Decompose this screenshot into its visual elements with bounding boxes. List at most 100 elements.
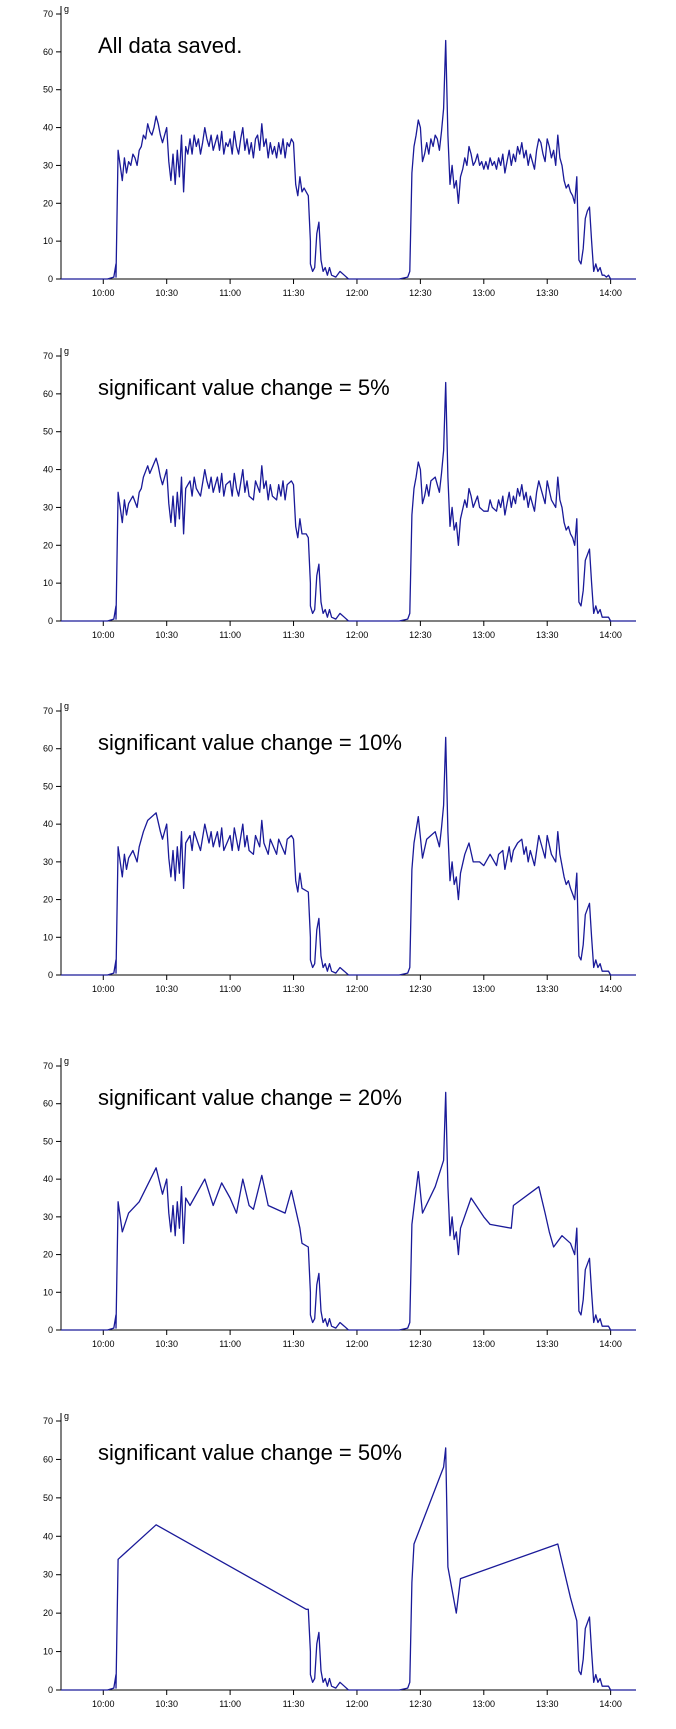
y-tick-label: 70: [43, 1061, 53, 1071]
y-tick-label: 10: [43, 1647, 53, 1657]
x-tick-label: 11:00: [219, 288, 241, 298]
x-tick-label: 11:00: [219, 984, 241, 994]
x-tick-label: 13:00: [473, 984, 496, 994]
y-tick-label: 50: [43, 427, 53, 437]
y-tick-label: 70: [43, 9, 53, 19]
x-tick-label: 11:30: [283, 1699, 305, 1709]
x-tick-label: 14:00: [599, 1339, 622, 1349]
x-tick-label: 12:00: [346, 288, 369, 298]
chart-title: significant value change = 50%: [98, 1440, 402, 1465]
x-tick-label: 12:00: [346, 1339, 369, 1349]
y-tick-label: 30: [43, 857, 53, 867]
y-tick-label: 60: [43, 47, 53, 57]
x-tick-label: 11:30: [283, 288, 305, 298]
x-tick-label: 12:00: [346, 1699, 369, 1709]
y-tick-label: 60: [43, 389, 53, 399]
y-tick-label: 10: [43, 578, 53, 588]
x-tick-label: 14:00: [599, 1699, 622, 1709]
x-tick-label: 13:30: [536, 288, 559, 298]
x-tick-label: 13:00: [473, 288, 496, 298]
x-tick-label: 10:30: [155, 288, 178, 298]
y-tick-label: 0: [48, 274, 53, 284]
x-tick-label: 13:00: [473, 1699, 496, 1709]
y-tick-label: 70: [43, 351, 53, 361]
x-tick-label: 12:30: [409, 1339, 432, 1349]
y-tick-label: 40: [43, 465, 53, 475]
x-tick-label: 13:00: [473, 1339, 496, 1349]
y-tick-label: 30: [43, 160, 53, 170]
x-tick-label: 14:00: [599, 288, 622, 298]
chart-title: significant value change = 20%: [98, 1085, 402, 1110]
y-unit-label: g: [64, 1411, 69, 1421]
x-tick-label: 10:00: [92, 1699, 115, 1709]
y-tick-label: 10: [43, 1287, 53, 1297]
x-tick-label: 11:30: [283, 1339, 305, 1349]
y-tick-label: 0: [48, 970, 53, 980]
y-tick-label: 60: [43, 1099, 53, 1109]
x-tick-label: 12:30: [409, 288, 432, 298]
y-tick-label: 50: [43, 85, 53, 95]
x-tick-label: 10:30: [155, 630, 178, 640]
x-tick-label: 13:30: [536, 630, 559, 640]
x-tick-label: 13:30: [536, 984, 559, 994]
series-line: [61, 736, 636, 976]
y-tick-label: 30: [43, 502, 53, 512]
y-tick-label: 10: [43, 932, 53, 942]
y-tick-label: 70: [43, 706, 53, 716]
y-tick-label: 20: [43, 1250, 53, 1260]
chart-title: All data saved.: [98, 33, 242, 58]
y-tick-label: 0: [48, 616, 53, 626]
x-tick-label: 13:30: [536, 1339, 559, 1349]
x-tick-label: 10:00: [92, 288, 115, 298]
x-tick-label: 10:00: [92, 630, 115, 640]
y-tick-label: 40: [43, 819, 53, 829]
x-tick-label: 11:30: [283, 630, 305, 640]
x-tick-label: 12:30: [409, 984, 432, 994]
chart-1: g 0 10 20 30 40 50 60 70 10:00 10:30 11:00 11:30 12:0…: [43, 4, 636, 298]
x-tick-label: 11:00: [219, 1699, 241, 1709]
series-line: [61, 381, 636, 622]
y-tick-label: 50: [43, 1136, 53, 1146]
y-tick-label: 50: [43, 781, 53, 791]
x-tick-label: 14:00: [599, 984, 622, 994]
y-tick-label: 20: [43, 540, 53, 550]
x-tick-label: 10:30: [155, 984, 178, 994]
y-tick-label: 20: [43, 1608, 53, 1618]
x-tick-label: 10:30: [155, 1339, 178, 1349]
chart-title: significant value change = 5%: [98, 375, 390, 400]
y-tick-label: 10: [43, 236, 53, 246]
series-line: [61, 1091, 636, 1331]
x-tick-label: 11:30: [283, 984, 305, 994]
chart-4: g 0 10 20 30 40 50 60 70 10:00 10:30 11:00 11:30 12:0…: [43, 1056, 636, 1349]
y-unit-label: g: [64, 4, 69, 14]
x-tick-label: 10:00: [92, 984, 115, 994]
y-tick-label: 30: [43, 1570, 53, 1580]
chart-3: g 0 10 20 30 40 50 60 70 10:00 10:30 11:00 11:30 12:0…: [43, 701, 636, 994]
y-tick-label: 30: [43, 1212, 53, 1222]
y-unit-label: g: [64, 1056, 69, 1066]
y-tick-label: 20: [43, 895, 53, 905]
y-tick-label: 60: [43, 1454, 53, 1464]
y-tick-label: 20: [43, 198, 53, 208]
chart-title: significant value change = 10%: [98, 730, 402, 755]
x-tick-label: 14:00: [599, 630, 622, 640]
y-unit-label: g: [64, 346, 69, 356]
x-tick-label: 12:00: [346, 984, 369, 994]
x-tick-label: 11:00: [219, 1339, 241, 1349]
series-line: [61, 39, 636, 280]
y-unit-label: g: [64, 701, 69, 711]
x-tick-label: 12:30: [409, 630, 432, 640]
series-line: [61, 1447, 636, 1691]
x-tick-label: 13:30: [536, 1699, 559, 1709]
y-tick-label: 40: [43, 1174, 53, 1184]
x-tick-label: 12:30: [409, 1699, 432, 1709]
x-tick-label: 13:00: [473, 630, 496, 640]
x-tick-label: 10:30: [155, 1699, 178, 1709]
x-tick-label: 11:00: [219, 630, 241, 640]
y-tick-label: 0: [48, 1685, 53, 1695]
y-tick-label: 0: [48, 1325, 53, 1335]
y-tick-label: 40: [43, 1531, 53, 1541]
chart-5: g 0 10 20 30 40 50 60 70 10:00 10:30 11:00 11:30 12:0…: [43, 1411, 636, 1709]
y-tick-label: 60: [43, 744, 53, 754]
x-tick-label: 12:00: [346, 630, 369, 640]
